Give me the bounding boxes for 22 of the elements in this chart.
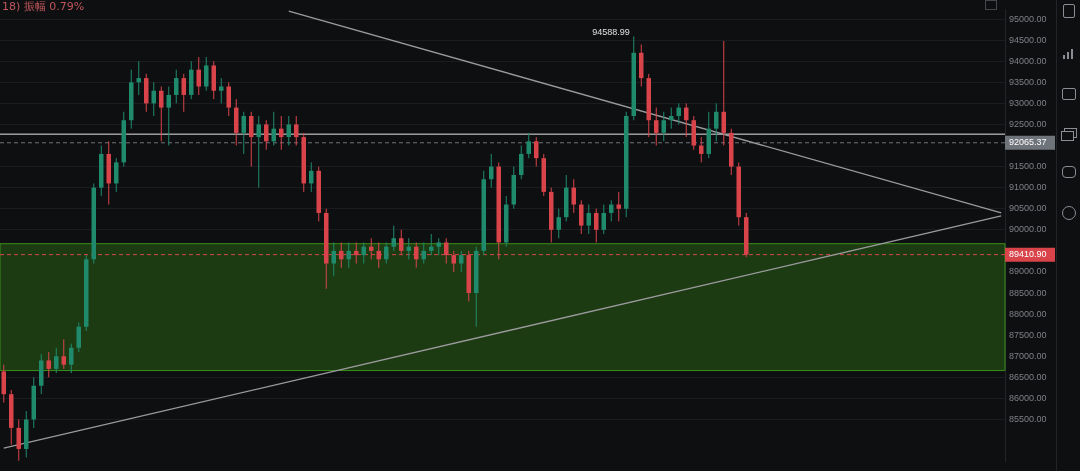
y-tick-label: 93500.00 (1009, 76, 1047, 87)
y-tick-label: 87000.00 (1009, 350, 1047, 361)
annotation: 18) 振幅 0.79% (2, 0, 85, 13)
y-tick-label: 95000.00 (1009, 13, 1047, 24)
y-tick-label: 85500.00 (1009, 413, 1047, 424)
y-tick-label: 91500.00 (1009, 161, 1047, 172)
ref-line-label: 92065.37 (1009, 137, 1047, 148)
y-tick-label: 90500.00 (1009, 203, 1047, 214)
ref-line-label: 89410.90 (1009, 249, 1047, 260)
y-tick-label: 92500.00 (1009, 118, 1047, 129)
y-tick-label: 94500.00 (1009, 34, 1047, 45)
y-tick-label: 86000.00 (1009, 392, 1047, 403)
y-tick-label: 86500.00 (1009, 371, 1047, 382)
y-tick-label: 87500.00 (1009, 329, 1047, 340)
y-tick-label: 93000.00 (1009, 97, 1047, 108)
y-tick-label: 90000.00 (1009, 224, 1047, 235)
y-tick-label: 88000.00 (1009, 308, 1047, 319)
y-tick-label: 94000.00 (1009, 55, 1047, 66)
y-tick-label: 89000.00 (1009, 266, 1047, 277)
annotation: 94588.99 (592, 26, 630, 37)
y-tick-label: 88500.00 (1009, 287, 1047, 298)
y-tick-label: 91000.00 (1009, 182, 1047, 193)
